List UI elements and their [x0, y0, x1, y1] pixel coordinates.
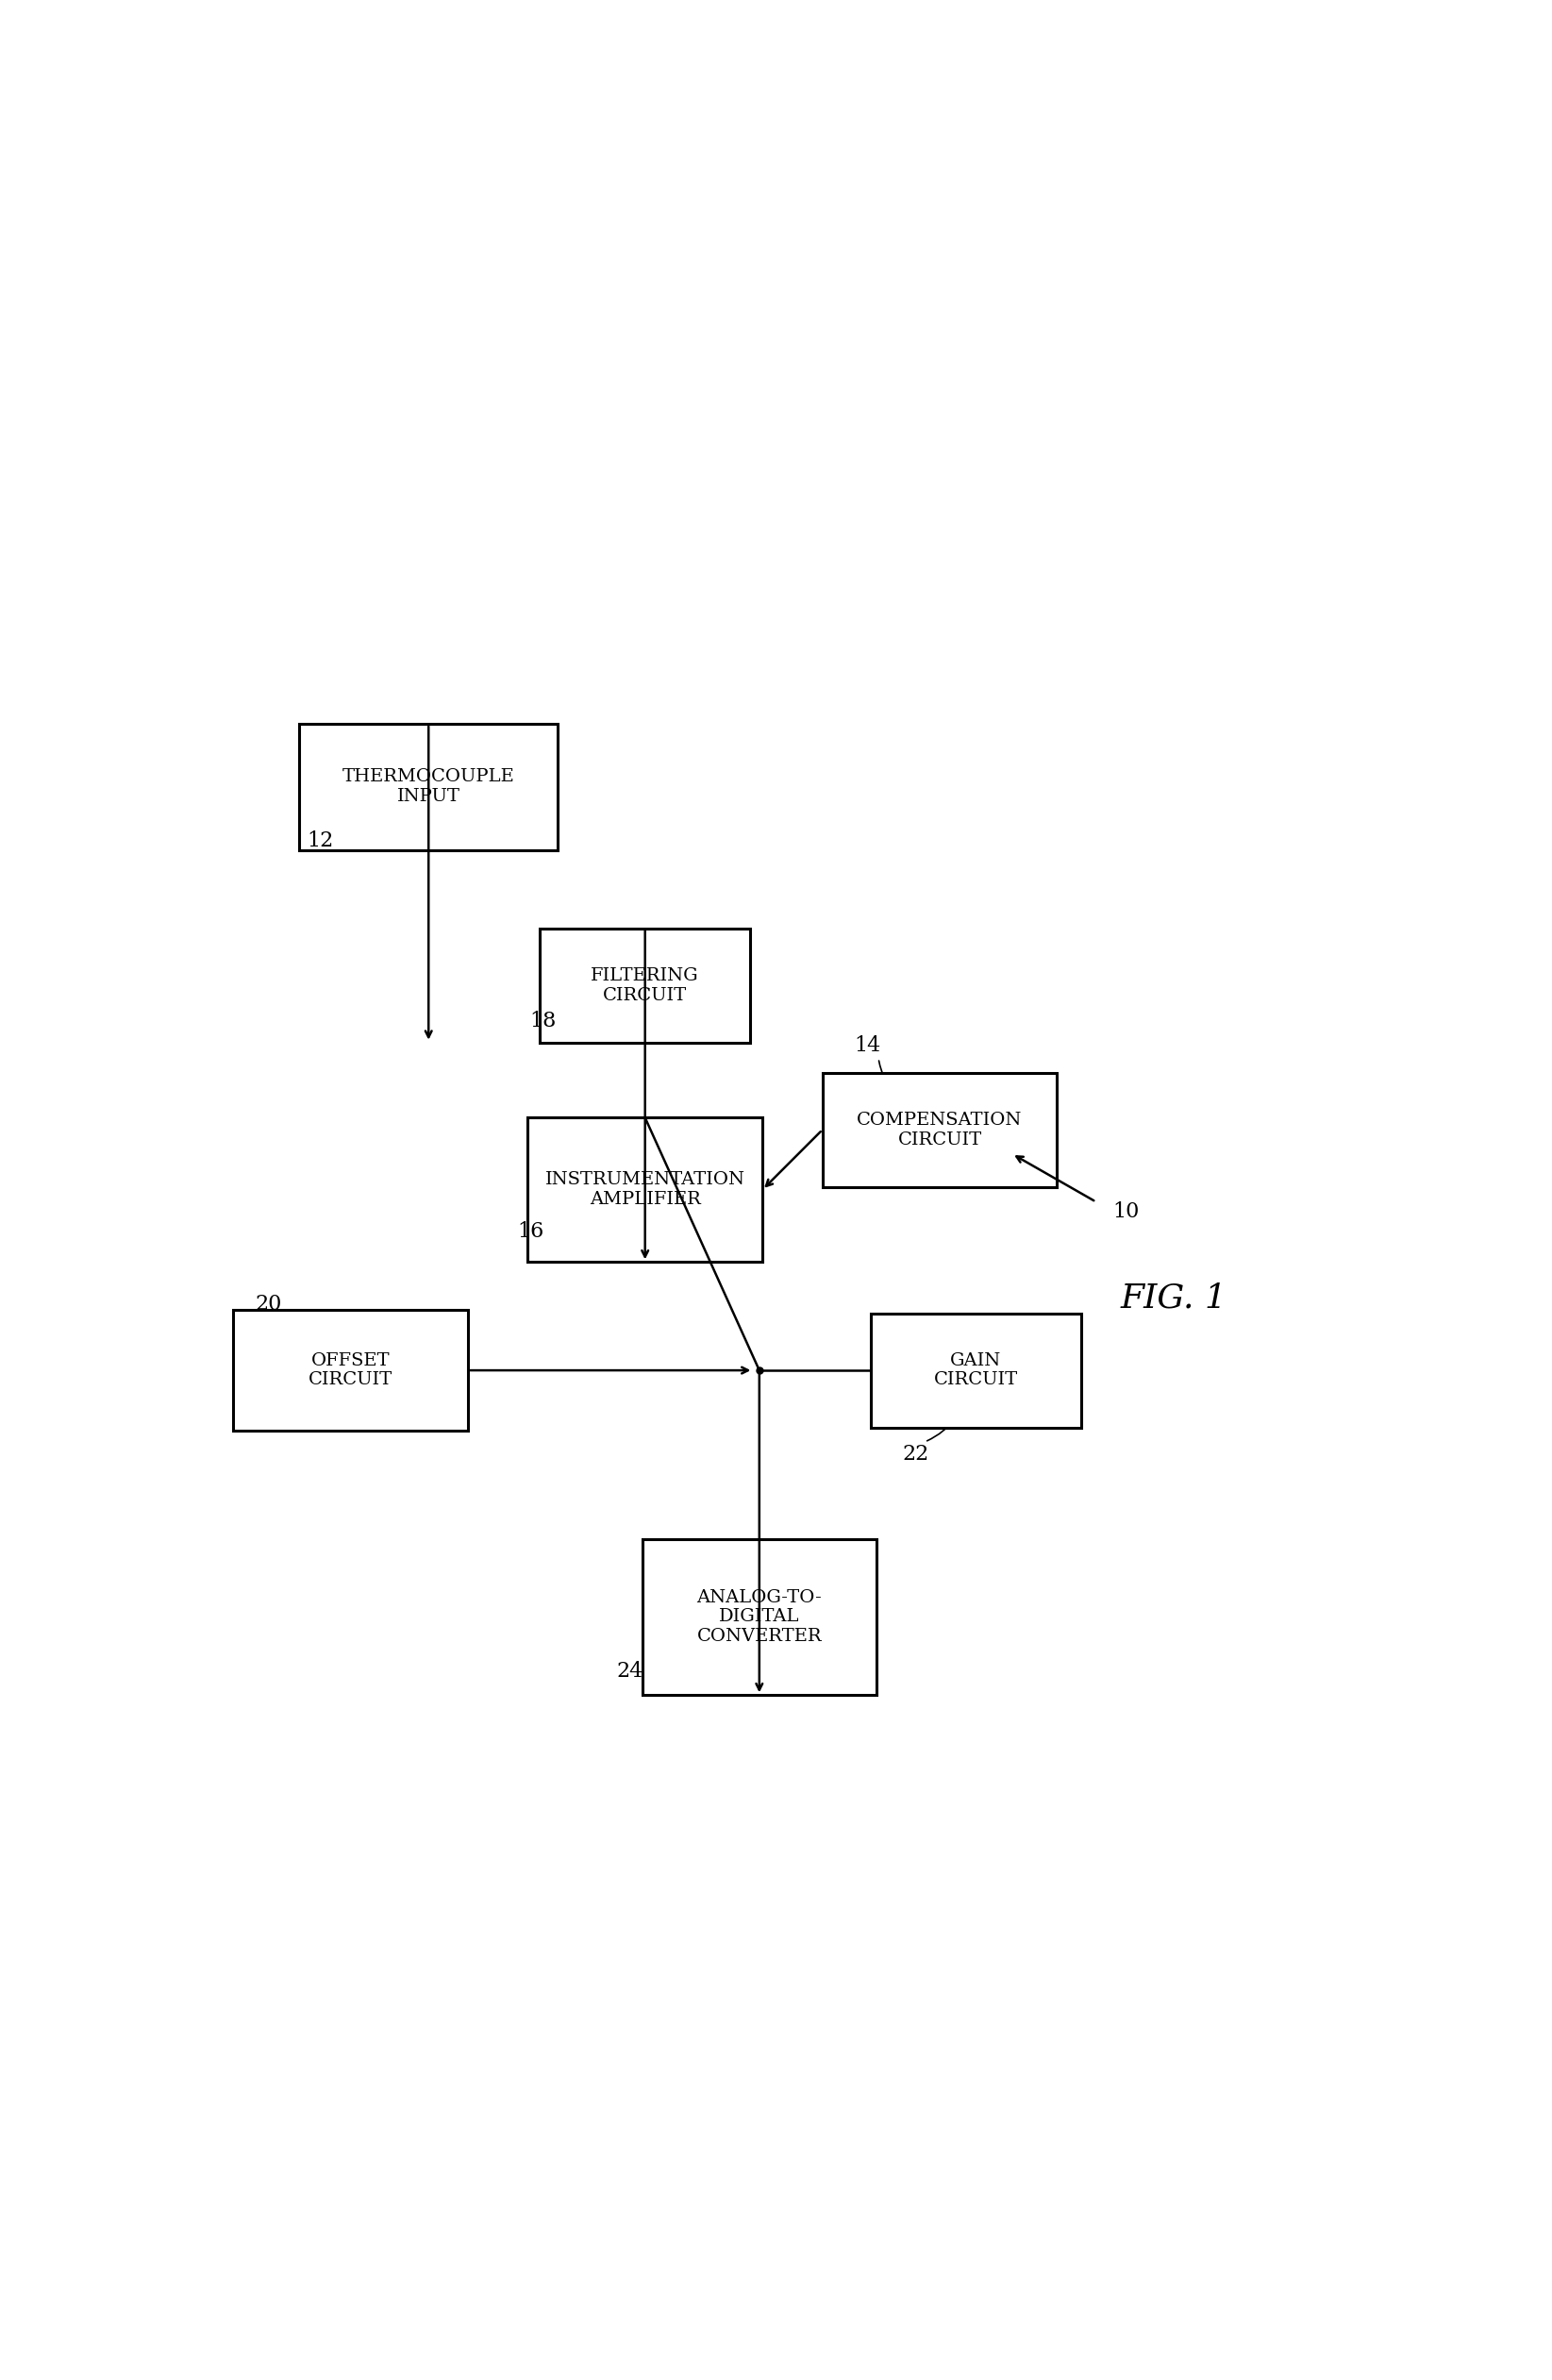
Text: 24: 24	[616, 1661, 643, 1683]
Bar	[643, 1540, 877, 1695]
Bar	[233, 1309, 467, 1430]
Text: 16: 16	[517, 1221, 545, 1242]
Text: FILTERING
CIRCUIT: FILTERING CIRCUIT	[591, 966, 698, 1004]
Text: 10: 10	[1113, 1202, 1139, 1221]
Bar	[528, 1119, 762, 1261]
Text: THERMOCOUPLE
INPUT: THERMOCOUPLE INPUT	[343, 769, 515, 804]
Text: COMPENSATION
CIRCUIT: COMPENSATION CIRCUIT	[857, 1111, 1023, 1147]
Text: ANALOG-TO-
DIGITAL
CONVERTER: ANALOG-TO- DIGITAL CONVERTER	[697, 1590, 823, 1645]
Text: 14: 14	[854, 1035, 882, 1057]
Bar	[823, 1073, 1057, 1188]
Text: OFFSET
CIRCUIT: OFFSET CIRCUIT	[309, 1352, 393, 1388]
Bar	[871, 1314, 1082, 1428]
Bar	[300, 724, 557, 850]
Text: 18: 18	[529, 1011, 556, 1033]
Text: 12: 12	[307, 831, 334, 852]
Text: 22: 22	[902, 1445, 930, 1466]
Text: FIG. 1: FIG. 1	[1121, 1283, 1226, 1314]
Text: 20: 20	[255, 1295, 282, 1314]
Text: GAIN
CIRCUIT: GAIN CIRCUIT	[934, 1352, 1018, 1388]
Bar	[540, 928, 750, 1042]
Text: INSTRUMENTATION
AMPLIFIER: INSTRUMENTATION AMPLIFIER	[545, 1171, 745, 1209]
